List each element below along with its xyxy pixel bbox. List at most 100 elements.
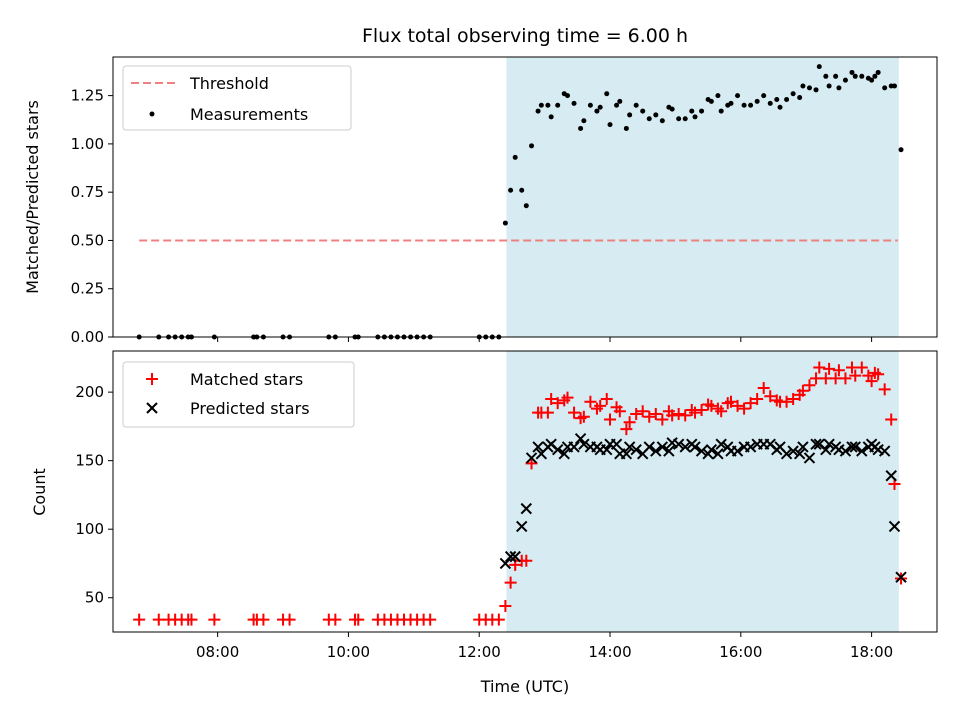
predicted-star-point: [630, 443, 642, 456]
measurement-point: [882, 85, 888, 91]
matched-star-point: [872, 368, 885, 381]
measurement-point: [538, 102, 544, 108]
matched-star-point: [865, 375, 878, 388]
y-tick-label: 0.50: [71, 231, 104, 249]
predicted-star-point: [499, 557, 512, 570]
measurement-point: [555, 102, 561, 108]
measurement-point: [826, 83, 832, 89]
matched-star-point: [499, 599, 512, 612]
y-tick-label: 50: [85, 589, 104, 607]
measurement-point: [623, 125, 629, 131]
matched-star-point: [613, 405, 626, 418]
y-axis-label-top: Matched/Predicted stars: [23, 100, 42, 294]
predicted-star-point: [578, 438, 590, 450]
predicted-star-point: [620, 448, 633, 460]
measurement-point: [627, 112, 633, 118]
legend-predicted-swatch: [146, 402, 158, 414]
matched-star-point: [744, 397, 757, 410]
predicted-star-point: [885, 470, 897, 482]
chart-title: Flux total observing time = 6.00 h: [362, 25, 688, 47]
legend-top: Threshold Measurements: [122, 65, 352, 131]
matched-star-point: [551, 397, 564, 410]
x-tick-label: 18:00: [850, 643, 893, 661]
legend-box-top: [122, 65, 352, 131]
matched-star-point: [568, 406, 581, 419]
legend-predicted-label: Predicted stars: [190, 399, 310, 418]
predicted-star-point: [705, 443, 718, 456]
matched-star-point: [715, 405, 728, 418]
matched-star-point: [133, 613, 146, 626]
matched-star-point: [780, 395, 793, 408]
matched-star-point: [352, 613, 365, 626]
y-tick-label: 0.75: [71, 183, 104, 201]
predicted-star-point: [780, 448, 793, 460]
y-tick-label: 200: [75, 383, 104, 401]
matched-star-point: [283, 613, 296, 626]
measurement-point: [898, 147, 904, 153]
top-panel-frame: [112, 56, 938, 338]
matched-star-point: [541, 406, 554, 419]
legend-box-bottom: [122, 361, 355, 428]
predicted-star-point: [839, 445, 852, 457]
predicted-star-point: [656, 441, 669, 453]
matched-star-point: [849, 369, 862, 382]
predicted-star-point: [551, 443, 564, 456]
measurement-point: [669, 106, 675, 112]
matched-star-point: [803, 379, 816, 392]
matched-star-point: [757, 382, 770, 395]
measurement-point: [597, 104, 603, 110]
measurement-point: [784, 96, 790, 102]
measurement-point: [728, 100, 734, 106]
measurement-point: [682, 116, 688, 122]
predicted-star-point: [810, 438, 822, 450]
matched-star-point: [813, 361, 826, 374]
y-tick-label: 0.00: [71, 328, 104, 346]
measurement-point: [587, 102, 593, 108]
measurement-point: [565, 93, 571, 99]
matched-star-point: [636, 405, 649, 418]
measurement-point: [502, 220, 508, 226]
measurement-point: [594, 108, 600, 114]
measurement-point: [578, 125, 584, 131]
measurement-point: [633, 102, 639, 108]
measurement-point: [754, 98, 760, 104]
measurement-point: [523, 203, 529, 209]
matched-star-point: [666, 409, 679, 422]
predicted-star-point: [504, 550, 517, 563]
measurement-point: [741, 102, 747, 108]
matched-star-point: [672, 408, 685, 421]
measurement-point: [708, 98, 714, 104]
matched-star-point: [679, 409, 692, 422]
matched-star-point: [594, 399, 607, 412]
legend-bottom: Matched stars Predicted stars: [122, 361, 355, 428]
matched-star-point: [738, 402, 751, 415]
predicted-star-point: [823, 438, 835, 450]
predicted-star-point: [793, 448, 806, 460]
predicted-star-point: [568, 441, 580, 453]
measurement-point: [761, 93, 767, 99]
matched-star-point: [695, 403, 708, 416]
measurement-point: [869, 77, 875, 83]
y-axis-ticks-top: 0.00 0.25 0.50 0.75 1.00 1.25: [71, 87, 113, 346]
observing-interval-shade-bottom: [506, 351, 899, 632]
measurement-point: [774, 96, 780, 102]
predicted-star-point: [803, 452, 816, 464]
matched-star-point: [604, 413, 617, 426]
predicted-star-point: [888, 520, 901, 533]
measurement-point: [545, 102, 551, 108]
x-tick-label: 10:00: [327, 643, 370, 661]
matched-star-point: [764, 390, 777, 403]
matched-star-point: [185, 613, 198, 626]
measurement-point: [875, 69, 881, 75]
measurement-point: [735, 93, 741, 99]
top-panel: 0.00 0.25 0.50 0.75 1.00 1.25 Matched/Predict…: [23, 56, 938, 346]
x-tick-label: 12:00: [458, 643, 501, 661]
measurement-point: [748, 102, 754, 108]
measurement-point: [519, 187, 525, 193]
measurement-point: [548, 114, 554, 120]
predicted-star-point: [643, 441, 655, 453]
matched-star-point: [725, 395, 737, 408]
matched-star-point: [525, 457, 538, 470]
matched-star-point: [787, 392, 800, 405]
